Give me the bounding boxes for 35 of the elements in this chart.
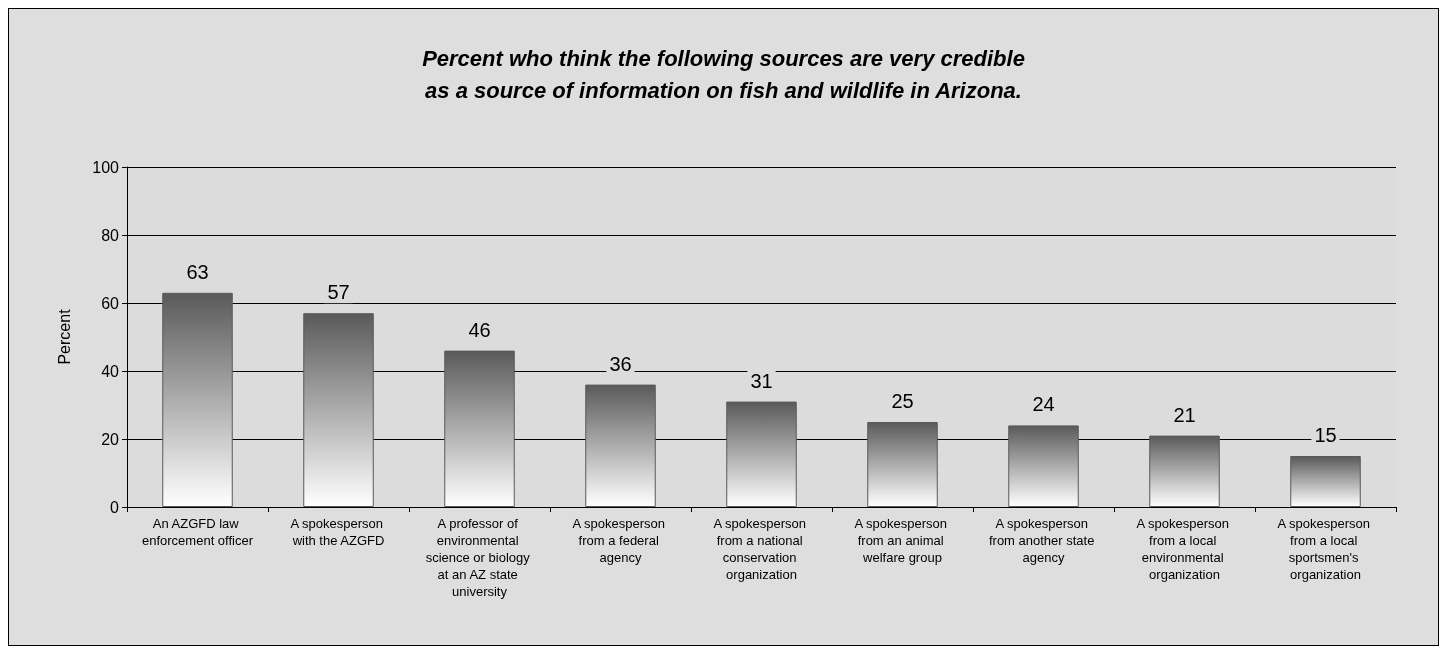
- y-tick-label: 100: [92, 158, 120, 176]
- y-tick-label: 80: [101, 226, 120, 244]
- bar: [1290, 456, 1361, 507]
- bar: [162, 292, 233, 507]
- bar: [1149, 435, 1220, 507]
- y-tick-label: 60: [101, 294, 120, 312]
- x-tick-label: A spokesperson from a local sportsmen's organization: [1277, 516, 1374, 582]
- bar: [303, 313, 374, 507]
- x-tick-label: A spokesperson from a national conservation organization: [713, 516, 810, 582]
- bar: [1008, 425, 1079, 507]
- x-tick-label: A spokesperson from an animal welfare group: [854, 516, 951, 565]
- bar: [726, 401, 797, 507]
- x-tick-label: A spokesperson from a federal agency: [572, 516, 669, 565]
- data-label: 36: [609, 352, 632, 375]
- x-tick-label: A spokesperson from another state agency: [988, 516, 1099, 565]
- x-tick-label: A spokesperson with the AZGFD: [290, 516, 387, 548]
- data-label: 15: [1314, 424, 1337, 446]
- y-tick-label: 40: [101, 362, 120, 380]
- data-label: 57: [327, 281, 350, 304]
- chart-title: Percent who think the following sources are very credible as a source of information on fish and wildlife in Arizona.: [422, 45, 1025, 103]
- x-tick-label: A professor of environmental science or biology at an AZ state university: [425, 516, 534, 599]
- x-tick-label: A spokesperson from a local environmental organization: [1136, 516, 1233, 582]
- y-axis-title: Percent: [55, 308, 73, 365]
- data-label: 24: [1032, 393, 1055, 416]
- x-tick-label: An AZGFD law enforcement officer: [141, 516, 254, 548]
- data-label: 46: [468, 318, 491, 341]
- bar: [444, 350, 515, 507]
- bar: [867, 422, 938, 507]
- y-tick-label: 0: [110, 498, 120, 516]
- data-label: 31: [750, 369, 773, 392]
- data-label: 63: [186, 260, 209, 283]
- data-label: 25: [891, 390, 914, 412]
- y-tick-label: 20: [101, 430, 120, 448]
- data-label: 21: [1173, 403, 1196, 426]
- bar: [585, 384, 656, 507]
